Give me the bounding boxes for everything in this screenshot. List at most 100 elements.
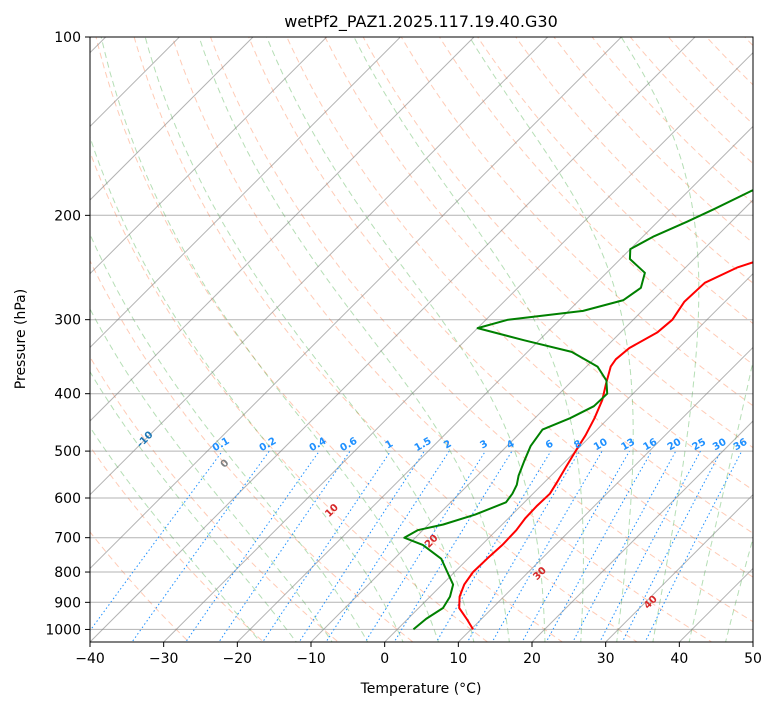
mixing-ratio-line — [644, 450, 743, 642]
isotherm — [678, 567, 753, 642]
y-tick-label: 700 — [54, 531, 81, 547]
dry-adiabat — [324, 37, 753, 491]
isotherm — [90, 37, 475, 422]
isotherm — [604, 493, 753, 642]
dewpoint-profile — [403, 189, 753, 631]
dry-adiabat — [90, 356, 339, 642]
temperature-profile — [458, 261, 753, 630]
dry-adiabat — [171, 37, 713, 642]
x-tick-label: 30 — [597, 651, 615, 667]
isotherm — [90, 37, 402, 349]
mixing-ratio-line — [131, 450, 270, 642]
y-axis-label: Pressure (hPa) — [13, 289, 29, 389]
dry-adiabat — [90, 150, 489, 642]
mixing-ratio-line — [325, 450, 450, 642]
moist-adiabat — [353, 37, 584, 642]
mixing-ratio-line — [599, 450, 701, 642]
isotherm — [90, 37, 696, 642]
isotherm — [90, 37, 623, 570]
x-tick-label: 50 — [744, 651, 762, 667]
dry-adiabat — [286, 37, 753, 534]
mixing-ratio-line — [90, 450, 223, 632]
isotherm — [531, 420, 753, 642]
x-axis: −40 −30 −20 −10 0 10 20 30 40 50 — [75, 642, 762, 667]
x-tick-label: 10 — [449, 651, 467, 667]
isotherm — [90, 37, 181, 128]
isotherm — [310, 199, 753, 642]
dry-adiabat — [705, 37, 753, 86]
chart-title: wetPf2_PAZ1.2025.117.19.40.G30 — [284, 12, 558, 32]
dry-adiabat — [768, 0, 775, 654]
mixing-ratio-label: 1 — [384, 438, 396, 451]
dry-adiabat — [210, 37, 753, 623]
mixing-ratio-label: 4 — [505, 438, 517, 451]
moist-adiabat — [90, 426, 261, 642]
moist-adiabat — [90, 135, 404, 642]
moist-adiabat — [725, 536, 753, 642]
moist-adiabat — [144, 37, 475, 642]
mixing-ratio-line — [364, 450, 486, 642]
moist-adiabat — [266, 37, 546, 642]
x-tick-label: −40 — [75, 651, 105, 667]
line-label-layer: 0.10.20.40.611.52346810131620253036-100-… — [135, 430, 749, 612]
mixing-ratio-line — [393, 450, 513, 642]
y-tick-label: 600 — [54, 491, 81, 507]
moist-adiabat — [90, 370, 297, 642]
moist-adiabat — [198, 37, 510, 642]
x-tick-label: 20 — [523, 651, 541, 667]
dry-adiabat — [629, 37, 753, 165]
dry-adiabat — [702, 0, 775, 654]
adiabat-label: 0 — [219, 458, 232, 471]
isotherm — [90, 37, 549, 496]
dry-adiabat — [90, 259, 414, 642]
mixing-ratio-label: 3 — [478, 438, 490, 451]
dry-adiabat — [95, 37, 564, 642]
dry-adiabat — [735, 0, 775, 654]
mixing-ratio-label: 6 — [544, 438, 556, 451]
mixing-ratio-line — [491, 450, 603, 642]
isotherm — [236, 125, 753, 642]
isotherm — [383, 272, 753, 642]
y-tick-label: 300 — [54, 313, 81, 329]
moist-adiabat — [468, 37, 634, 642]
x-tick-label: 40 — [670, 651, 688, 667]
dry-adiabat — [438, 37, 753, 366]
y-tick-label: 400 — [54, 387, 81, 403]
y-tick-label: 800 — [54, 565, 81, 581]
dry-adiabat — [515, 37, 753, 284]
sounding-profile-layer — [403, 189, 753, 631]
mixing-ratio-line — [572, 450, 677, 642]
mixing-ratio-line — [218, 450, 351, 642]
mixing-ratio-line — [545, 450, 653, 642]
dry-adiabat — [744, 37, 753, 47]
isotherm — [162, 51, 753, 642]
isotherm — [457, 346, 753, 642]
mixing-ratio-label: 2 — [442, 438, 454, 451]
mixing-ratio-label: 8 — [572, 438, 584, 451]
mixing-ratio-line — [435, 450, 552, 642]
y-tick-label: 200 — [54, 208, 81, 224]
x-tick-label: −20 — [223, 651, 253, 667]
dry-adiabat — [248, 37, 753, 578]
dry-adiabat — [477, 37, 753, 325]
dry-adiabat — [133, 37, 638, 642]
moist-adiabat — [620, 37, 700, 642]
y-tick-label: 1000 — [45, 622, 81, 638]
dry-adiabat — [90, 531, 190, 642]
x-tick-label: −30 — [149, 651, 179, 667]
y-tick-label: 900 — [54, 595, 81, 611]
mixing-ratio-line — [466, 450, 580, 642]
background-line-layer — [90, 0, 775, 654]
mixing-ratio-line — [298, 450, 425, 642]
moist-adiabat — [90, 308, 333, 642]
adiabat-label: 30 — [531, 565, 549, 583]
mixing-ratio-line — [262, 450, 392, 642]
moist-adiabat — [688, 358, 753, 642]
x-tick-label: 0 — [380, 651, 389, 667]
dry-adiabat — [667, 37, 753, 125]
x-tick-label: −10 — [296, 651, 326, 667]
isotherm — [752, 641, 753, 642]
y-tick-label: 500 — [54, 444, 81, 460]
dry-adiabat — [90, 445, 265, 642]
